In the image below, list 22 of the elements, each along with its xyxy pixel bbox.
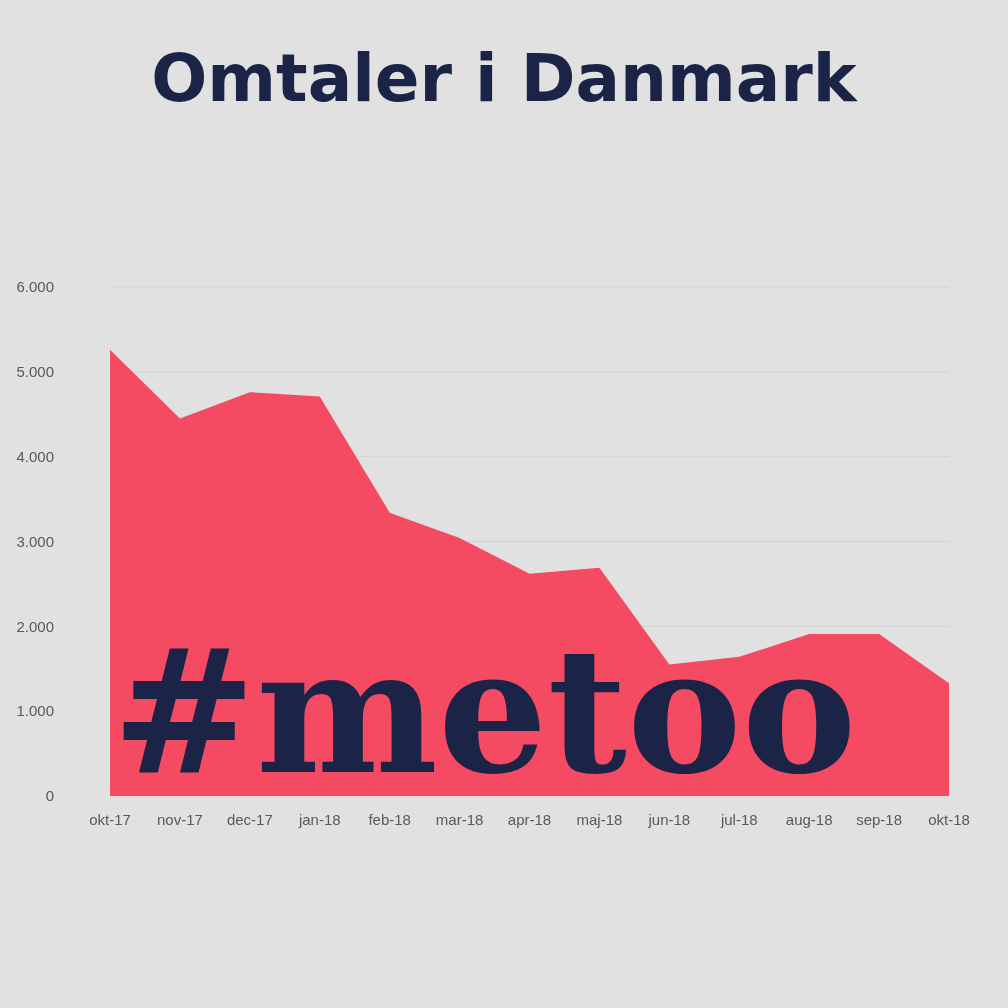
y-tick-label: 2.000 [16,617,54,635]
x-tick-label: okt-18 [928,810,970,828]
x-tick-label: apr-18 [507,810,552,828]
y-tick-label: 0 [45,787,54,805]
x-tick-label: dec-17 [226,810,273,828]
x-tick-label: maj-18 [576,810,623,828]
x-tick-label: jul-18 [719,810,758,828]
x-tick-label: mar-18 [435,810,484,828]
y-tick-label: 6.000 [16,278,54,296]
y-tick-label: 1.000 [16,702,54,720]
x-tick-label: jun-18 [647,810,691,828]
chart-title: Omtaler i Danmark [150,40,859,117]
annotation: #metoo [112,610,857,813]
x-tick-label: nov-17 [156,810,203,828]
x-tick-label: sep-18 [856,810,903,828]
x-tick-label: okt-17 [89,810,131,828]
x-tick-label: aug-18 [785,810,833,828]
y-tick-label: 4.000 [16,447,54,465]
x-tick-label: jan-18 [297,810,341,828]
y-tick-label: 5.000 [16,363,54,381]
y-tick-label: 3.000 [16,532,54,550]
x-tick-label: feb-18 [368,810,411,828]
